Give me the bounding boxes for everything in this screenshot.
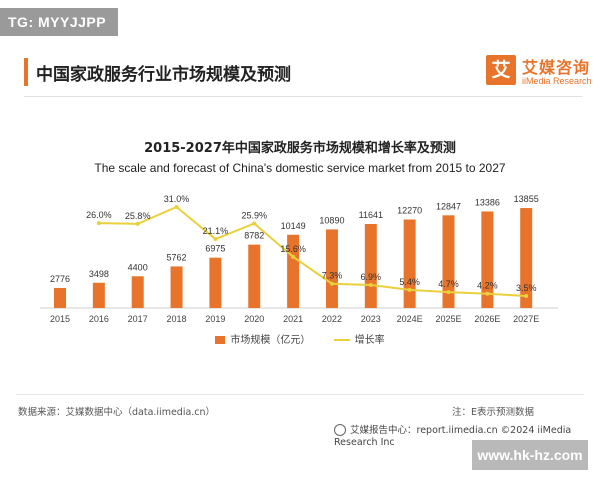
legend-item-line: 增长率: [333, 331, 385, 346]
growth-rate-label: 21.1%: [203, 226, 229, 236]
growth-rate-label: 31.0%: [164, 194, 190, 204]
bar-2026E: [481, 211, 494, 308]
bar-2018: [170, 266, 183, 308]
legend-label-line: 增长率: [354, 335, 385, 346]
x-tick-label: 2016: [89, 314, 109, 324]
growth-rate-point: [446, 290, 451, 295]
growth-rate-point: [96, 221, 101, 226]
growth-rate-point: [135, 221, 140, 226]
bar-value-label: 5762: [167, 252, 187, 262]
channel-tag: TG: MYYJJPP: [0, 8, 118, 36]
bar-2017: [131, 276, 144, 308]
chart-subtitle: The scale and forecast of China's domest…: [94, 161, 506, 175]
x-tick-label: 2022: [322, 314, 342, 324]
x-tick-label: 2015: [50, 314, 70, 324]
chart-title: 2015-2027年中国家政服务市场规模和增长率及预测: [144, 141, 456, 156]
data-source: 数据来源：艾媒数据中心（data.iimedia.cn）: [18, 407, 216, 418]
growth-rate-point: [407, 287, 412, 292]
bar-value-label: 12847: [436, 201, 461, 211]
x-tick-label: 2020: [244, 314, 264, 324]
bar-value-label: 2776: [50, 274, 70, 284]
x-tick-label: 2019: [205, 314, 225, 324]
iimedia-logo-icon: 艾: [486, 55, 516, 85]
legend-label-bar: 市场规模（亿元）: [230, 335, 311, 346]
legend-item-bar: 市场规模（亿元）: [215, 331, 310, 346]
growth-rate-point: [174, 205, 179, 209]
x-tick-label: 2026E: [474, 314, 500, 324]
logo-text-cn: 艾媒咨询: [522, 58, 591, 77]
bar-2020: [248, 244, 261, 308]
growth-rate-label: 25.8%: [125, 211, 151, 221]
credit-icon: [334, 423, 346, 436]
x-tick-label: 2025E: [435, 314, 461, 324]
growth-rate-point: [213, 237, 218, 242]
title-accent-bar: [24, 58, 28, 86]
x-tick-label: 2024E: [397, 314, 423, 324]
logo-text-en: iiMedia Research: [522, 76, 592, 86]
bar-value-label: 11641: [359, 210, 383, 220]
growth-rate-label: 5.4%: [399, 277, 420, 287]
growth-rate-label: 26.0%: [86, 210, 112, 220]
credit-text: 艾媒报告中心：report.iimedia.cn ©2024 iiMedia R…: [334, 425, 572, 448]
x-tick-label: 2017: [128, 314, 148, 324]
growth-rate-label: 3.5%: [516, 283, 537, 293]
bar-2025E: [442, 215, 455, 308]
growth-rate-label: 6.9%: [361, 272, 382, 282]
market-chart: 2776 2015 3498 2016 4400 2017 5762 2018 6975 2019…: [40, 194, 558, 324]
growth-rate-point: [485, 291, 490, 296]
growth-rate-point: [368, 282, 373, 287]
bar-value-label: 12270: [397, 205, 422, 215]
bar-2027E: [520, 208, 533, 308]
growth-rate-label: 4.2%: [477, 281, 498, 291]
chart-legend: 市场规模（亿元） 增长率: [0, 331, 600, 346]
bar-2016: [92, 282, 105, 308]
bar-2019: [209, 257, 222, 308]
growth-rate-label: 7.3%: [322, 271, 343, 281]
bar-2015: [54, 287, 66, 308]
growth-rate-label: 25.9%: [241, 211, 267, 221]
header-divider: [24, 96, 582, 97]
x-tick-label: 2023: [361, 314, 381, 324]
growth-rate-point: [329, 281, 334, 286]
site-watermark: www.hk-hz.com: [472, 440, 588, 470]
bar-value-label: 8782: [244, 231, 264, 241]
x-tick-label: 2027E: [513, 314, 539, 324]
legend-swatch-bar: [215, 336, 226, 344]
x-tick-label: 2018: [167, 314, 187, 324]
bar-value-label: 10149: [281, 221, 306, 231]
growth-rate-point: [291, 254, 296, 259]
growth-rate-label: 15.6%: [280, 244, 306, 254]
x-tick-label: 2021: [283, 314, 303, 324]
report-credit: 艾媒报告中心：report.iimedia.cn ©2024 iiMedia R…: [334, 422, 600, 448]
bar-2023: [364, 224, 377, 308]
growth-rate-line: [98, 205, 527, 297]
page-title: 中国家政服务行业市场规模及预测: [36, 65, 291, 85]
bar-2022: [325, 229, 338, 308]
bar-value-label: 3498: [89, 269, 109, 279]
growth-rate-point: [252, 221, 257, 226]
legend-swatch-line: [333, 339, 350, 341]
bar-value-label: 13855: [514, 194, 539, 204]
footer-divider: [16, 394, 584, 395]
growth-rate-label: 4.7%: [438, 279, 459, 289]
bar-2024E: [403, 219, 416, 308]
forecast-note: 注：E表示预测数据: [452, 407, 535, 418]
bar-value-label: 13386: [475, 197, 500, 207]
bar-value-label: 6975: [205, 244, 225, 254]
bar-value-label: 4400: [128, 262, 148, 272]
growth-rate-point: [524, 294, 529, 298]
bar-value-label: 10890: [319, 215, 344, 225]
